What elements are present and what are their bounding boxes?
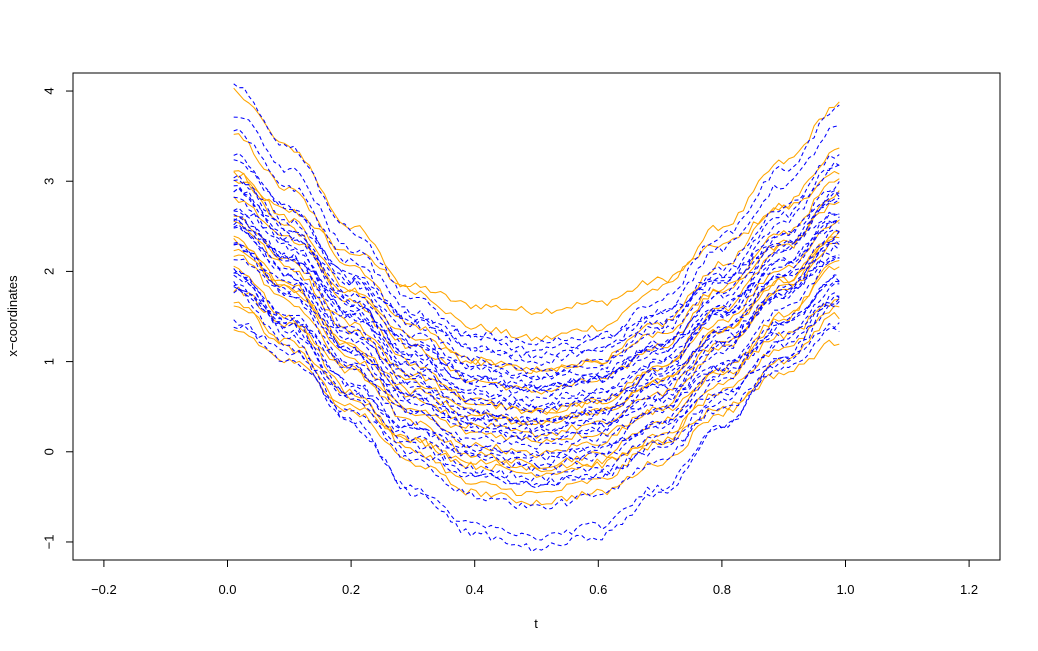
series-line xyxy=(233,152,840,392)
x-tick-label: −0.2 xyxy=(91,582,117,597)
series-line xyxy=(233,274,840,450)
series-line xyxy=(233,230,840,427)
series-line xyxy=(233,280,840,467)
series-line xyxy=(233,305,840,507)
series-line xyxy=(233,319,840,458)
series-line xyxy=(233,196,840,375)
series-line xyxy=(233,281,840,489)
series-line xyxy=(233,116,840,366)
series-line xyxy=(233,170,840,316)
series-line xyxy=(233,174,840,409)
y-tick-label: 0 xyxy=(42,448,57,455)
series-line xyxy=(233,223,840,426)
y-tick-label: 3 xyxy=(42,178,57,185)
series-line xyxy=(233,210,840,434)
y-tick-label: −1 xyxy=(42,535,57,550)
y-axis-label: x−coordinates xyxy=(5,275,20,357)
plot-frame xyxy=(72,72,1001,561)
series-line xyxy=(233,185,840,390)
series-line xyxy=(233,181,840,396)
series-group xyxy=(233,83,840,553)
series-line xyxy=(233,286,840,432)
x-tick-label: 0.8 xyxy=(713,582,731,597)
series-line xyxy=(233,236,840,459)
series-line xyxy=(233,83,840,354)
series-line xyxy=(233,235,840,439)
series-line xyxy=(233,243,840,443)
series-line xyxy=(233,241,840,472)
series-line xyxy=(233,133,840,373)
series-line xyxy=(233,259,840,497)
series-line xyxy=(233,226,840,440)
x-tick-label: 0.0 xyxy=(218,582,236,597)
x-axis: −0.2 0.0 0.2 0.4 0.6 0.8 1.0 1.2 xyxy=(91,560,978,597)
series-line xyxy=(233,187,840,424)
series-line xyxy=(233,196,840,415)
y-tick-label: 1 xyxy=(42,358,57,365)
series-line xyxy=(233,254,840,429)
x-tick-label: 1.2 xyxy=(960,582,978,597)
series-line xyxy=(233,128,840,375)
y-tick-label: 2 xyxy=(42,268,57,275)
series-line xyxy=(233,170,840,395)
series-line xyxy=(233,269,840,553)
series-line xyxy=(233,159,840,381)
y-axis: −1 0 1 2 3 4 xyxy=(42,87,73,549)
series-line xyxy=(233,87,840,342)
x-tick-label: 1.0 xyxy=(836,582,854,597)
series-line xyxy=(233,215,840,414)
series-line xyxy=(233,207,840,346)
series-line xyxy=(233,288,840,541)
series-line xyxy=(233,329,840,473)
series-line xyxy=(233,220,840,426)
series-line xyxy=(233,268,840,482)
x-tick-label: 0.4 xyxy=(466,582,484,597)
x-tick-label: 0.2 xyxy=(342,582,360,597)
x-tick-label: 0.6 xyxy=(589,582,607,597)
series-line xyxy=(233,179,840,360)
series-line xyxy=(233,272,840,510)
series-line xyxy=(233,171,840,415)
series-line xyxy=(233,301,840,478)
x-axis-label: t xyxy=(534,616,538,631)
series-line xyxy=(233,242,840,412)
series-line xyxy=(233,218,840,462)
series-line xyxy=(233,219,840,381)
y-tick-label: 4 xyxy=(42,87,57,94)
series-line xyxy=(233,324,840,487)
